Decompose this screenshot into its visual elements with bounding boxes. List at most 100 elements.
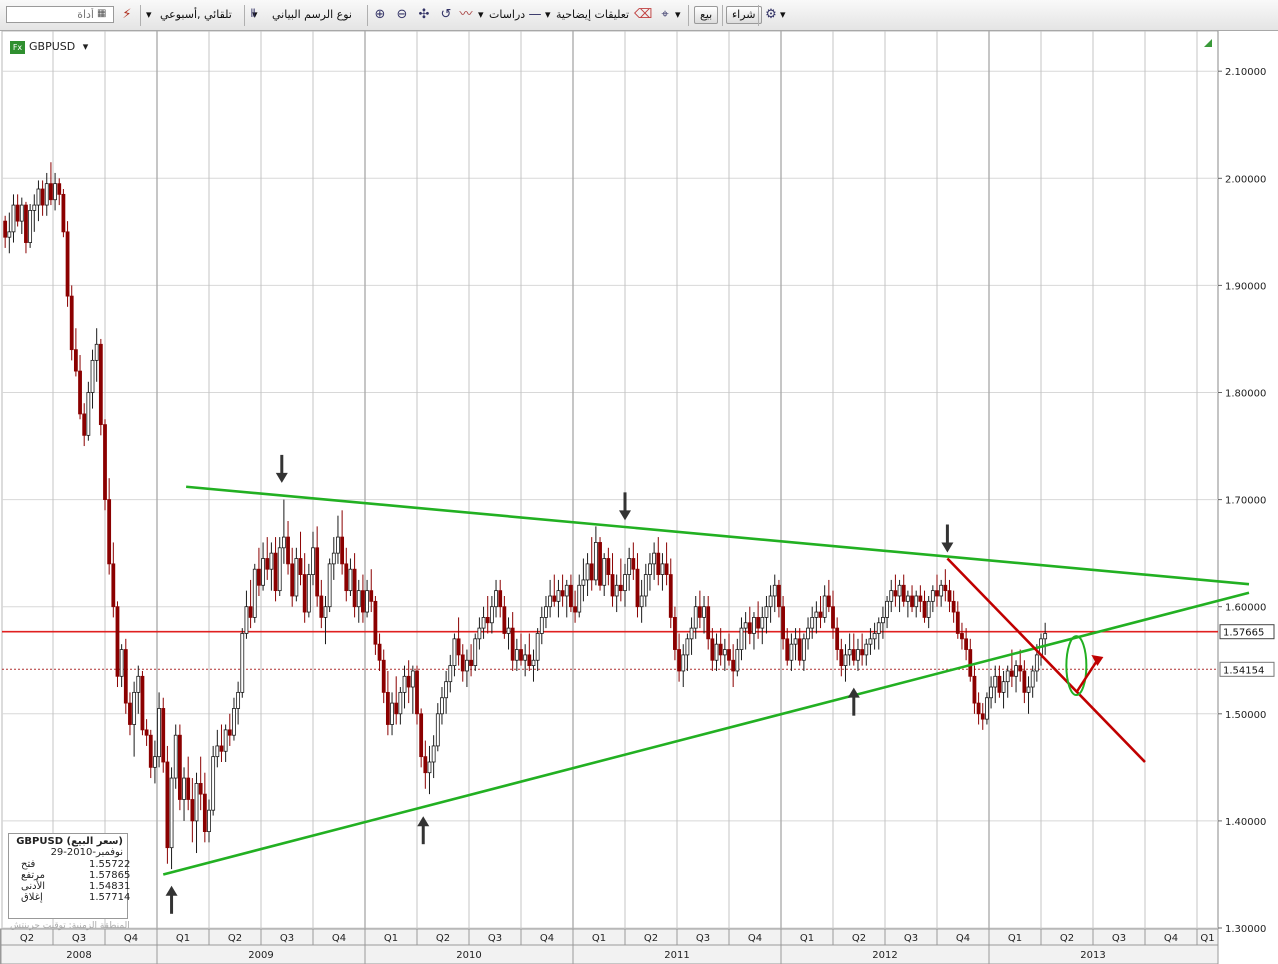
annotations-dropdown-arrow[interactable]: ▾ — [545, 8, 551, 21]
candle-body — [881, 617, 885, 624]
crosshair-dropdown-arrow[interactable]: ▾ — [675, 8, 681, 21]
candle-body — [785, 638, 790, 661]
candle-body — [1001, 681, 1006, 693]
year-label: 2013 — [1080, 950, 1105, 961]
quarter-label: Q2 — [644, 933, 658, 944]
candle-body — [648, 563, 652, 575]
candle-body — [569, 584, 573, 608]
candle-body — [847, 649, 852, 656]
sell-button[interactable]: بيع — [694, 6, 719, 24]
candle-body — [835, 627, 840, 650]
candle-body — [573, 606, 577, 613]
symbol-dropdown-arrow[interactable]: ▾ — [82, 40, 89, 53]
candle-body — [955, 611, 960, 634]
candle-body — [722, 649, 727, 656]
studies-dropdown[interactable]: دراسات — [489, 8, 526, 21]
candle-body — [452, 638, 457, 667]
candle-body — [760, 617, 765, 629]
candle-body — [548, 595, 553, 608]
candle-body — [252, 568, 257, 618]
period-dropdown-arrow[interactable]: ▾ — [146, 8, 152, 21]
candle-body — [752, 617, 756, 634]
candle-body — [86, 392, 91, 436]
candle-body — [161, 708, 166, 763]
candle-body — [964, 638, 969, 650]
zoom-out-icon[interactable]: ⊖ — [396, 7, 408, 22]
candle-body — [40, 188, 45, 206]
toolbar-search-icon[interactable]: ▦ — [97, 8, 107, 19]
quarter-label: Q4 — [332, 933, 346, 944]
candle-body — [989, 686, 993, 699]
info-row-high: مرتفع 1.57865 — [13, 870, 130, 881]
candlestick-icon[interactable]: ⫴ — [250, 7, 256, 20]
candle-body — [697, 606, 702, 618]
candle-body — [910, 595, 914, 608]
candle-body — [510, 627, 515, 661]
settings-gear-icon[interactable]: ⚙ — [765, 7, 777, 22]
candle-body — [427, 761, 432, 774]
chart-type-dropdown-arrow[interactable]: ▾ — [252, 8, 258, 21]
candle-body — [585, 563, 590, 581]
candle-body — [577, 584, 582, 613]
candle-body — [668, 574, 673, 618]
studies-dropdown-arrow[interactable]: ▾ — [478, 8, 484, 21]
candle-body — [28, 210, 33, 243]
candle-body — [1043, 633, 1048, 640]
candle-body — [968, 649, 973, 677]
candle-body — [739, 627, 744, 650]
candle-body — [777, 584, 781, 608]
symbol-selector[interactable]: Fx GBPUSD ▾ — [10, 39, 88, 55]
line-tool-icon[interactable]: — — [528, 7, 542, 22]
candle-body — [747, 622, 752, 634]
candle-body — [19, 204, 24, 222]
zoom-in-icon[interactable]: ⊕ — [374, 7, 386, 22]
x-axis-panel — [0, 928, 1219, 964]
candle-body — [602, 558, 607, 586]
candle-body — [153, 756, 157, 768]
candle-body — [148, 734, 153, 768]
breakout-ellipse — [1065, 635, 1088, 697]
y-tick-label: 2.00000 — [1225, 174, 1266, 185]
candle-body — [506, 627, 511, 634]
settings-dropdown-arrow[interactable]: ▾ — [780, 8, 786, 21]
compare-chart-icon[interactable]: ⚡ — [122, 7, 132, 22]
chart-type-dropdown[interactable]: نوع الرسم البياني — [272, 8, 352, 21]
period-dropdown[interactable]: تلقائي ,أسبوعي — [160, 8, 232, 21]
price-chart[interactable]: 1.30000 1.40000 1.50000 1.60000 1.70000 1.800… — [0, 31, 1278, 964]
candle-body — [402, 675, 407, 693]
eraser-icon[interactable]: ⌫ — [634, 7, 653, 22]
candle-body — [935, 590, 939, 597]
candle-body — [361, 590, 365, 613]
candle-body — [664, 563, 669, 575]
candle-body — [406, 675, 411, 688]
candle-body — [793, 638, 798, 645]
candle-body — [128, 702, 132, 725]
studies-icon[interactable]: 〰 — [459, 7, 473, 22]
pan-icon[interactable]: ✣ — [418, 7, 430, 22]
annotations-dropdown[interactable]: تعليقات إيضاحية — [556, 8, 630, 21]
down-trend-trendline — [946, 557, 1146, 763]
quarter-label: Q3 — [1112, 933, 1126, 944]
info-box-title: GBPUSD (سعر البيع) — [16, 836, 123, 847]
candle-body — [618, 584, 623, 592]
candle-body — [227, 729, 232, 736]
candle-body — [57, 183, 62, 195]
buy-button[interactable]: شراء — [726, 6, 762, 24]
reset-icon[interactable]: ↺ — [440, 7, 452, 22]
crosshair-icon[interactable]: ⌖ — [661, 7, 669, 22]
candle-body — [107, 499, 112, 565]
candle-body — [140, 675, 145, 731]
candle-body — [539, 617, 544, 634]
candle-body — [681, 654, 686, 672]
candle-body — [768, 595, 773, 608]
info-label: إغلاق — [21, 892, 43, 903]
tool-search-input[interactable] — [7, 7, 97, 22]
candle-body — [581, 579, 586, 586]
tool-search-field[interactable]: ▦ — [6, 6, 114, 23]
candle-body — [194, 783, 199, 822]
candle-body — [240, 633, 245, 693]
y-tick-label: 1.70000 — [1225, 496, 1266, 507]
annotation-arrow-head — [941, 542, 954, 553]
quarter-label: Q1 — [592, 933, 606, 944]
candle-body — [165, 761, 170, 849]
